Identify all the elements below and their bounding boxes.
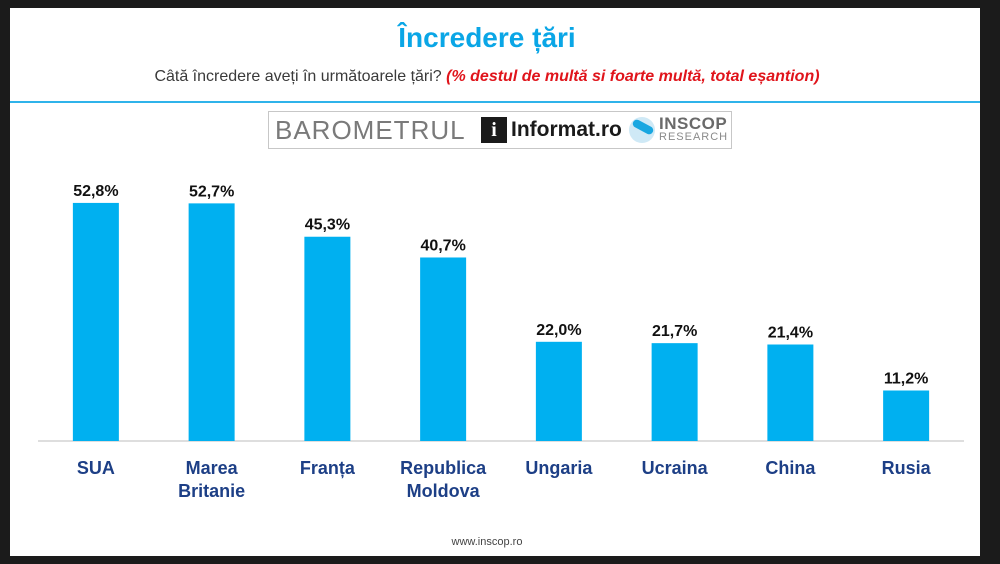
barometer-label: BAROMETRUL — [275, 115, 466, 145]
inscop-logo-icon — [629, 117, 655, 143]
bar — [767, 344, 814, 441]
slide: Încredere țări Câtă încredere aveți în u… — [10, 8, 980, 556]
category-label: Franța — [300, 458, 356, 478]
data-label: 45,3% — [305, 217, 350, 234]
category-label: Republica Moldova — [400, 458, 487, 501]
bar — [883, 390, 930, 441]
subtitle-question: Câtă încredere aveți în următoarele țări… — [154, 68, 442, 85]
bar — [535, 341, 582, 441]
informat-logo-text: Informat.ro — [511, 118, 622, 141]
inscop-research-text: RESEARCH — [659, 131, 729, 143]
barometer-banner: BAROMETRUL i Informat.ro INSCOP RESEARCH — [268, 111, 732, 149]
data-label: 52,8% — [73, 183, 118, 200]
subtitle-note: (% destul de multă si foarte multă, tota… — [446, 68, 820, 85]
data-label: 40,7% — [420, 237, 465, 254]
data-label: 52,7% — [189, 183, 234, 200]
category-label: SUA — [77, 458, 115, 478]
bar — [72, 202, 119, 441]
chart-title: Încredere țări — [398, 22, 576, 53]
bar — [188, 203, 235, 441]
category-label: Rusia — [882, 458, 932, 478]
inscop-logo-text: INSCOP — [659, 114, 728, 133]
data-label: 21,4% — [768, 325, 813, 342]
header-divider — [10, 101, 980, 103]
bar-chart: 52,8% SUA 52,7% Marea Britanie 45,3% Franța 40,… — [38, 183, 964, 501]
informat-logo-icon: i — [481, 117, 507, 143]
bar — [420, 257, 467, 441]
footer-url: www.inscop.ro — [451, 536, 523, 548]
chart-subtitle: Câtă încredere aveți în următoarele țări… — [10, 68, 964, 86]
data-label: 11,2% — [884, 370, 928, 387]
category-label: Marea Britanie — [178, 458, 245, 501]
category-label: Ucraina — [642, 458, 709, 478]
category-label: Ungaria — [525, 458, 593, 478]
bar — [304, 236, 351, 441]
bar — [651, 343, 698, 441]
data-label: 21,7% — [652, 323, 697, 340]
category-label: China — [765, 458, 816, 478]
data-label: 22,0% — [536, 322, 581, 339]
